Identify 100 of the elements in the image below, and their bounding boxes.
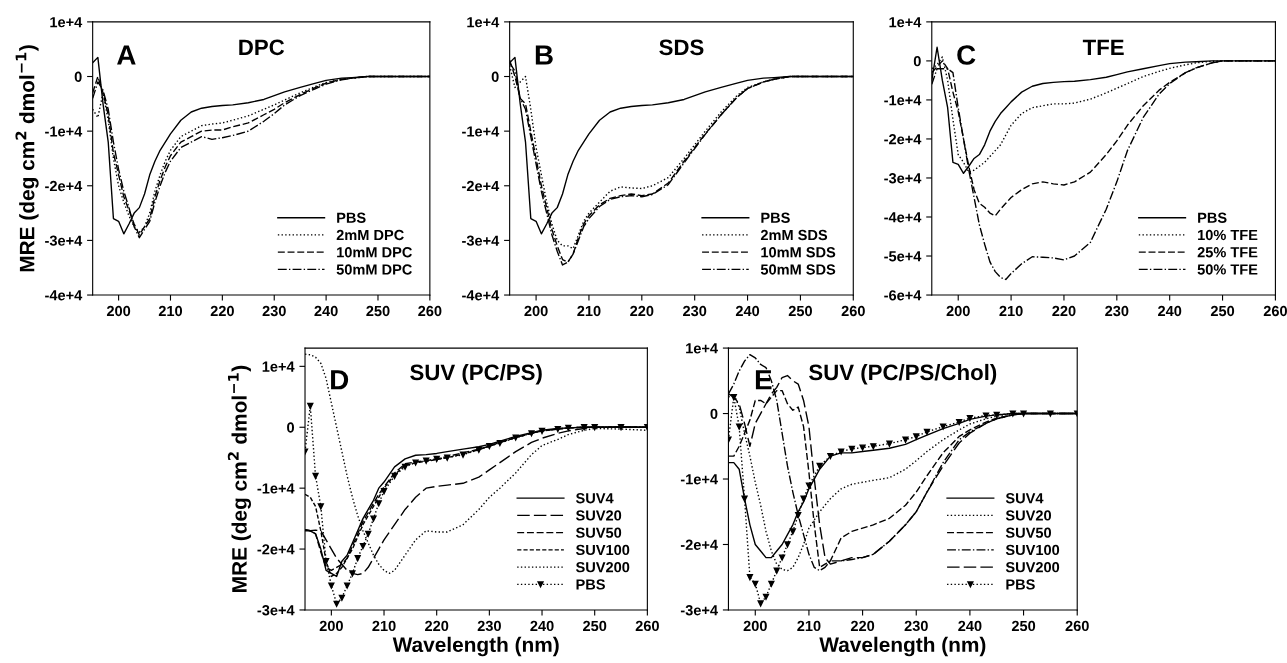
legend-label: PBS <box>576 579 605 590</box>
x-tick-label: 200 <box>524 305 548 317</box>
x-tick-label: 240 <box>530 620 554 632</box>
x-tick-label: 210 <box>372 620 396 632</box>
legend-label: 50% TFE <box>1197 264 1258 275</box>
text: SUV (PC/PS/Chol) <box>809 363 997 385</box>
legend-label: 50mM SDS <box>760 264 836 275</box>
y-tick-label: 0 <box>913 56 921 67</box>
legend-label: PBS <box>761 212 790 223</box>
x-tick-label: 240 <box>1158 305 1182 317</box>
y-tick-label: 1e+4 <box>50 17 83 28</box>
x-tick-label: 240 <box>735 305 760 317</box>
y-tick-label: -1e+4 <box>680 474 718 485</box>
legend-label: SUV4 <box>575 493 614 504</box>
x-tick-label: 230 <box>683 305 707 317</box>
y-tick-label: -4e+4 <box>462 290 500 301</box>
y-tick-label: 1e+4 <box>889 17 922 28</box>
y-tick-label: -2e+4 <box>45 180 83 192</box>
x-tick-label: 210 <box>158 305 183 317</box>
annotation: A <box>117 45 136 65</box>
legend-label: 50mM DPC <box>336 264 412 275</box>
x-tick-label: 220 <box>210 305 234 317</box>
x-tick-label: 210 <box>577 305 601 317</box>
text: DPC <box>239 39 285 56</box>
x-tick-label: 240 <box>958 620 982 632</box>
legend-label: PBS <box>1006 579 1035 590</box>
y-tick-label: -2e+4 <box>884 134 922 145</box>
y-axis-title: MRE (deg cm$^{2}$ dmol$^{−1}$) <box>227 365 252 592</box>
y-axis-title: MRE (deg cm$^{2}$ dmol$^{−1}$) <box>15 45 39 272</box>
x-tick-label: 230 <box>1105 305 1129 317</box>
y-tick-label: -3e+4 <box>680 605 718 616</box>
legend-label: SUV20 <box>1005 510 1052 521</box>
x-tick-label: 210 <box>999 305 1023 317</box>
y-tick-label: -3e+4 <box>884 173 922 184</box>
y-tick-label: -3e+4 <box>45 235 83 246</box>
x-tick-label: 210 <box>797 620 821 632</box>
annotation: C <box>957 45 976 65</box>
legend-label: 10% TFE <box>1198 229 1258 241</box>
y-tick-label: -4e+4 <box>45 290 83 301</box>
legend-label: SUV50 <box>575 527 622 538</box>
y-tick-label: 0 <box>491 71 499 82</box>
legend-label: 2mM DPC <box>336 229 404 241</box>
legend-label: SUV20 <box>575 510 622 521</box>
annotation: B <box>535 45 553 65</box>
legend-label: SUV100 <box>1005 544 1060 556</box>
legend-label: PBS <box>337 212 366 223</box>
y-tick-label: -3e+4 <box>462 235 500 246</box>
x-tick-label: 250 <box>788 305 812 317</box>
text: SDS <box>659 39 704 56</box>
annotation: E <box>755 370 772 390</box>
y-tick-label: -1e+4 <box>462 126 500 137</box>
x-tick-label: 200 <box>946 305 970 317</box>
x-tick-label: 220 <box>850 620 875 632</box>
legend-label: SUV100 <box>575 544 630 556</box>
x-tick-label: 220 <box>1052 305 1076 317</box>
x-tick-label: 220 <box>630 305 654 317</box>
legend-label: SUV4 <box>1005 493 1044 504</box>
legend-label: SUV200 <box>575 562 630 573</box>
x-tick-label: 230 <box>262 305 286 317</box>
y-tick-label: -1e+4 <box>884 95 922 106</box>
x-axis-title: Wavelength (nm) <box>819 636 986 657</box>
x-tick-label: 260 <box>1263 305 1287 317</box>
y-tick-label: -2e+4 <box>462 180 500 192</box>
y-tick-label: 0 <box>287 422 295 433</box>
legend-label: 10mM DPC <box>337 247 412 258</box>
y-tick-label: -1e+4 <box>257 483 295 494</box>
x-tick-label: 250 <box>1011 620 1036 632</box>
y-tick-label: -3e+4 <box>257 605 295 616</box>
text: TFE <box>1082 39 1124 55</box>
x-tick-label: 200 <box>743 620 767 632</box>
y-tick-label: 1e+4 <box>686 343 718 354</box>
x-tick-label: 200 <box>106 305 131 317</box>
x-tick-label: 250 <box>583 620 607 632</box>
x-tick-label: 250 <box>366 305 390 317</box>
x-tick-label: 220 <box>425 620 449 632</box>
x-tick-label: 260 <box>418 305 442 317</box>
y-tick-label: -2e+4 <box>257 544 295 555</box>
y-tick-label: -4e+4 <box>884 212 922 223</box>
legend-label: PBS <box>1198 212 1227 223</box>
y-tick-label: -6e+4 <box>884 290 922 301</box>
x-tick-label: 250 <box>1210 305 1235 317</box>
y-tick-label: 1e+4 <box>262 361 295 372</box>
legend-label: 2mM SDS <box>760 229 828 241</box>
y-tick-label: 0 <box>74 71 82 82</box>
x-tick-label: 260 <box>635 620 659 632</box>
y-tick-label: -5e+4 <box>884 251 922 262</box>
x-tick-label: 240 <box>314 305 338 317</box>
x-tick-label: 230 <box>477 620 501 632</box>
x-axis-title: Wavelength (nm) <box>392 636 559 657</box>
y-tick-label: 0 <box>710 408 718 419</box>
x-tick-label: 260 <box>841 305 865 317</box>
y-tick-label: -1e+4 <box>45 126 83 137</box>
y-tick-label: 1e+4 <box>467 17 500 28</box>
legend-label: 25% TFE <box>1197 247 1258 258</box>
x-tick-label: 260 <box>1065 620 1089 632</box>
legend-label: SUV200 <box>1005 562 1060 573</box>
y-tick-label: -2e+4 <box>680 539 718 550</box>
x-tick-label: 230 <box>904 620 928 632</box>
legend-label: 10mM SDS <box>761 247 836 258</box>
x-tick-label: 200 <box>319 620 343 632</box>
